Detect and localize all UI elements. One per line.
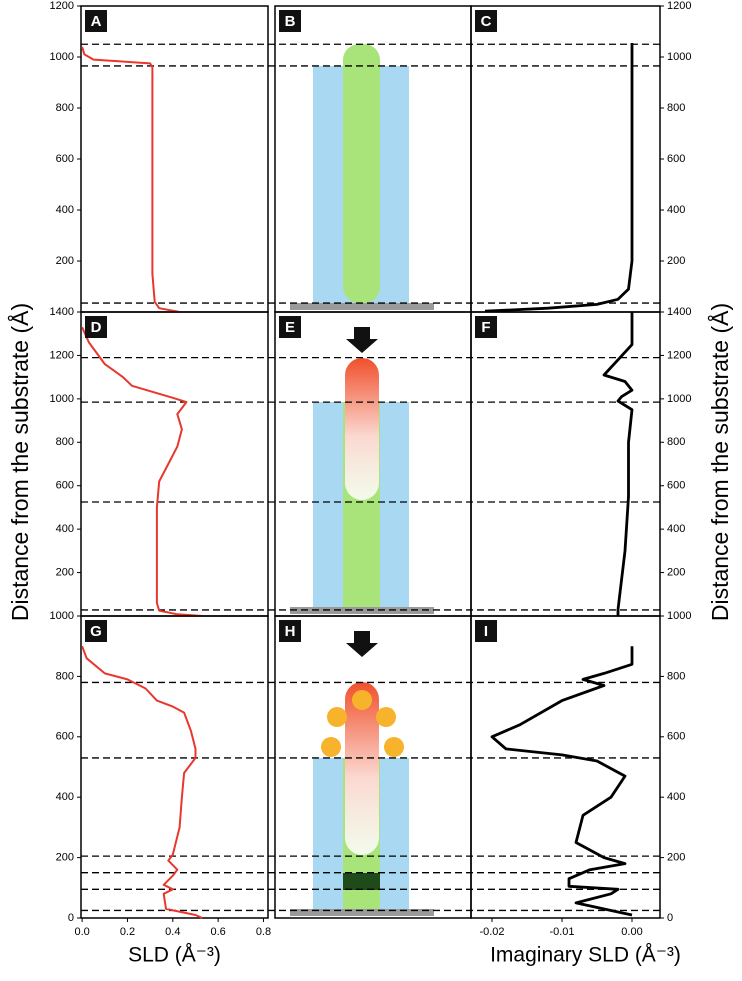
y-tick-label: 600 — [56, 480, 74, 492]
panel-letter: F — [481, 319, 490, 336]
panel-frame — [80, 5, 269, 313]
y-tick-label: 1200 — [667, 0, 691, 12]
y-tick-label: 200 — [667, 852, 685, 864]
y-tick-label: 200 — [56, 852, 74, 864]
panel-letter-box — [279, 10, 301, 32]
particle — [321, 737, 341, 757]
capsule — [345, 682, 379, 855]
panel-letter: A — [91, 13, 102, 30]
y-tick-label: 1400 — [667, 306, 691, 318]
arrow — [346, 631, 378, 657]
y-tick-label: 200 — [667, 255, 685, 267]
panel-letter-box — [85, 10, 107, 32]
particle — [352, 690, 372, 710]
profile-line — [81, 46, 180, 313]
capsule — [345, 358, 379, 500]
y-tick-label: 1200 — [50, 0, 74, 12]
particle — [376, 707, 396, 727]
y-tick-label: 600 — [667, 153, 685, 165]
profile-line — [490, 646, 634, 917]
y-tick-label: 1000 — [667, 51, 691, 63]
y-tick-label: 600 — [56, 153, 74, 165]
green-layer — [343, 44, 380, 303]
substrate — [290, 303, 434, 310]
y-tick-label: 400 — [667, 791, 685, 803]
panel-letter-box — [279, 316, 301, 338]
x-tick-label: 0.00 — [621, 926, 642, 938]
y-tick-label: 200 — [56, 566, 74, 578]
y-tick-label: 400 — [56, 791, 74, 803]
panel-letter: E — [285, 319, 295, 336]
x-tick-label: -0.02 — [479, 926, 504, 938]
arrow — [346, 327, 378, 353]
y-tick-label: 200 — [667, 566, 685, 578]
y-tick-label: 1000 — [50, 610, 74, 622]
panel-letter: G — [90, 623, 102, 640]
x-tick-label: -0.01 — [549, 926, 574, 938]
y-tick-label: 0 — [667, 912, 673, 924]
profile-line — [484, 43, 634, 313]
profile-line — [602, 312, 634, 616]
y-tick-label: 800 — [56, 436, 74, 448]
x-tick-label: 0.0 — [74, 926, 89, 938]
panel-frame — [470, 615, 661, 919]
panel-letter: C — [481, 13, 492, 30]
panel-letter-box — [85, 620, 107, 642]
y-tick-label: 800 — [56, 670, 74, 682]
panel-letter-box — [475, 316, 497, 338]
profile-line — [81, 645, 203, 919]
profile-line — [81, 326, 203, 617]
y-tick-label: 600 — [56, 731, 74, 743]
y-tick-label: 1200 — [50, 349, 74, 361]
panel-letter: B — [285, 13, 296, 30]
panel-letter: H — [285, 623, 296, 640]
y-tick-label: 1000 — [667, 610, 691, 622]
x-tick-label: 0.8 — [256, 926, 271, 938]
y-tick-label: 1200 — [667, 349, 691, 361]
panel-letter-box — [475, 10, 497, 32]
y-tick-label: 800 — [667, 670, 685, 682]
y-tick-label: 400 — [667, 523, 685, 535]
panel-letter-box — [279, 620, 301, 642]
panel-letter: D — [91, 319, 102, 336]
particle — [327, 707, 347, 727]
y-tick-label: 800 — [667, 102, 685, 114]
y-tick-label: 400 — [667, 204, 685, 216]
y-axis-label: Distance from the substrate (Å) — [6, 303, 33, 621]
x-axis-label: SLD (Å⁻³) — [128, 944, 221, 967]
dark-layer — [343, 873, 380, 890]
y-tick-label: 600 — [667, 480, 685, 492]
y-tick-label: 1000 — [50, 393, 74, 405]
y-tick-label: 400 — [56, 523, 74, 535]
y-tick-label: 400 — [56, 204, 74, 216]
x-tick-label: 0.2 — [120, 926, 135, 938]
y-tick-label: 200 — [56, 255, 74, 267]
panel-frame — [80, 615, 269, 919]
y-tick-label: 1000 — [50, 51, 74, 63]
particle — [384, 737, 404, 757]
x-tick-label: 0.4 — [165, 926, 180, 938]
panel-letter-box — [475, 620, 497, 642]
y-tick-label: 800 — [56, 102, 74, 114]
y-tick-label: 1400 — [50, 306, 74, 318]
y-tick-label: 800 — [667, 436, 685, 448]
panel-letter: I — [484, 623, 488, 640]
y-tick-label: 0 — [68, 912, 74, 924]
x-tick-label: 0.6 — [210, 926, 225, 938]
y-axis-label: Distance from the substrate (Å) — [706, 303, 733, 621]
substrate — [290, 909, 434, 916]
y-tick-label: 600 — [667, 731, 685, 743]
y-tick-label: 1000 — [667, 393, 691, 405]
panel-letter-box — [85, 316, 107, 338]
x-axis-label: Imaginary SLD (Å⁻³) — [490, 944, 681, 967]
